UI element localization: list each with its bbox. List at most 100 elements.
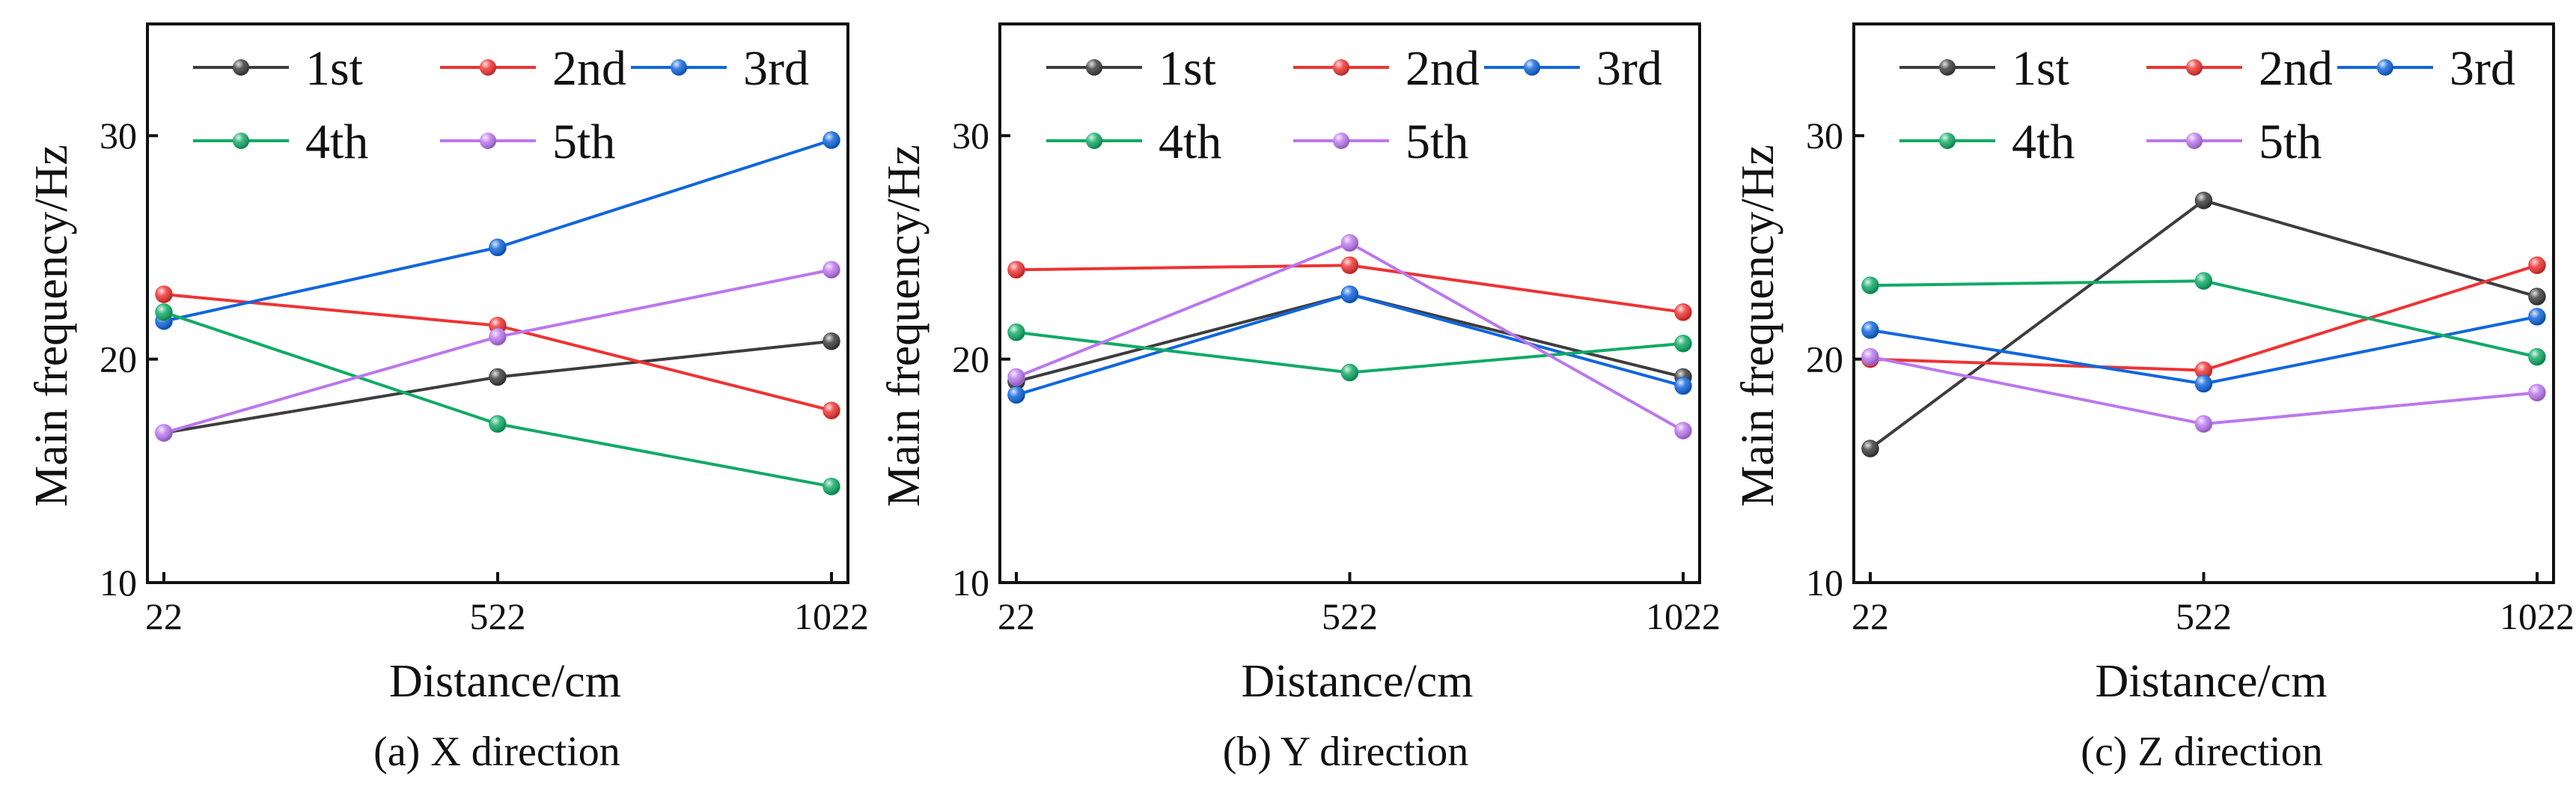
data-point-sheen — [2195, 416, 2212, 433]
y-tick-label: 20 — [1806, 338, 1843, 380]
legend-label: 5th — [552, 115, 615, 169]
data-point-sheen — [1862, 348, 1878, 365]
legend-marker-sheen — [1333, 59, 1349, 76]
panel-3: 10 20 30 22 522 1022 Distance/cm Main frequency… — [1733, 22, 2575, 775]
x-axis-title: Distance/cm — [1242, 656, 1474, 707]
data-point-sheen — [1341, 234, 1358, 252]
legend-item-2nd: 2nd — [1293, 41, 1480, 96]
y-tick-label: 20 — [100, 338, 137, 380]
data-point-sheen — [2195, 192, 2212, 209]
series-5th — [1861, 347, 2546, 433]
legend-marker-sheen — [671, 59, 687, 76]
data-point-sheen — [2529, 288, 2545, 306]
x-tick-label: 522 — [2176, 595, 2232, 637]
data-point-sheen — [823, 132, 840, 149]
y-tick-label: 10 — [100, 562, 137, 604]
legend-marker-sheen — [2377, 59, 2393, 76]
legend-label: 5th — [2259, 115, 2322, 169]
panel-caption: (a) X direction — [373, 729, 620, 775]
legend-marker-sheen — [233, 133, 249, 149]
legend: 1st 2nd 3rd 4th 5th — [193, 41, 809, 169]
panel-2: 10 20 30 22 522 1022 Distance/cm Main frequency… — [879, 22, 1721, 775]
x-tick-label: 1022 — [794, 595, 869, 637]
data-point-sheen — [156, 303, 172, 321]
y-axis-title: Main frequency/Hz — [1733, 145, 1783, 507]
legend-marker-sheen — [480, 133, 496, 149]
legend: 1st 2nd 3rd 4th 5th — [1046, 41, 1662, 169]
legend-label: 2nd — [2259, 41, 2333, 96]
data-point-sheen — [1008, 368, 1025, 386]
data-point-sheen — [489, 239, 506, 256]
legend-item-2nd: 2nd — [2146, 41, 2333, 96]
series-5th — [155, 261, 840, 442]
data-point-sheen — [1341, 286, 1358, 303]
legend-item-4th: 4th — [1046, 115, 1221, 169]
legend-marker-sheen — [2186, 133, 2203, 149]
legend-label: 4th — [2012, 115, 2075, 169]
data-point-sheen — [1008, 386, 1025, 404]
x-tick-label: 522 — [1322, 595, 1378, 637]
legend-marker-sheen — [1939, 133, 1956, 149]
series-1st — [1861, 191, 2546, 458]
plot-frame — [1852, 22, 2555, 584]
panel-caption: (c) Z direction — [2081, 729, 2322, 775]
legend-item-5th: 5th — [1293, 115, 1468, 169]
legend-marker-sheen — [1524, 59, 1540, 76]
data-point-sheen — [1341, 257, 1358, 274]
data-point-sheen — [1675, 335, 1691, 352]
data-point-sheen — [1862, 277, 1878, 294]
x-tick-label: 22 — [1852, 595, 1889, 637]
data-point-sheen — [1341, 364, 1358, 381]
legend-marker-sheen — [1086, 59, 1102, 76]
legend-label: 3rd — [1596, 41, 1662, 96]
y-tick-label: 30 — [1806, 115, 1843, 157]
series-5th — [1007, 234, 1692, 440]
x-tick-label: 1022 — [2500, 595, 2575, 637]
series-2nd — [1007, 256, 1692, 321]
data-point-sheen — [1675, 422, 1691, 440]
legend-label: 1st — [2012, 41, 2069, 96]
data-point-sheen — [2195, 273, 2212, 290]
legend-label: 3rd — [743, 41, 809, 96]
legend-marker-sheen — [233, 59, 249, 76]
panel-caption: (b) Y direction — [1223, 729, 1469, 775]
legend-item-3rd: 3rd — [631, 41, 809, 96]
data-point-sheen — [2195, 362, 2212, 379]
data-point-sheen — [823, 478, 840, 495]
data-point-sheen — [823, 261, 840, 279]
legend-label: 1st — [1159, 41, 1216, 96]
y-tick-label: 10 — [1806, 562, 1843, 604]
series-line-1st — [1869, 198, 2538, 450]
y-tick-label: 30 — [100, 115, 137, 157]
y-tick-label: 30 — [952, 115, 989, 157]
legend-marker-sheen — [1086, 133, 1102, 149]
data-point-sheen — [156, 425, 172, 442]
data-point-sheen — [1675, 303, 1691, 321]
y-axis-title: Main frequency/Hz — [26, 145, 77, 507]
legend-marker-sheen — [2186, 59, 2203, 76]
series-4th — [1007, 324, 1692, 382]
x-tick-label: 22 — [145, 595, 183, 637]
legend-item-5th: 5th — [440, 115, 615, 169]
y-tick-label: 10 — [952, 562, 989, 604]
legend-marker-sheen — [480, 59, 496, 76]
x-tick-label: 22 — [998, 595, 1035, 637]
data-point-sheen — [823, 402, 840, 419]
data-point-sheen — [2529, 348, 2545, 365]
legend-label: 1st — [305, 41, 363, 96]
legend-item-5th: 5th — [2146, 115, 2322, 169]
panel-1: 10 20 30 22 522 1022 Distance/cm Main frequency… — [26, 22, 869, 775]
data-point-sheen — [2529, 257, 2545, 274]
legend-item-2nd: 2nd — [440, 41, 626, 96]
legend-item-4th: 4th — [193, 115, 368, 169]
legend-item-1st: 1st — [193, 41, 363, 96]
data-point-sheen — [1862, 321, 1878, 338]
legend-item-4th: 4th — [1899, 115, 2075, 169]
series-3rd — [155, 131, 840, 330]
series-line-3rd — [163, 139, 832, 323]
data-point-sheen — [823, 332, 840, 350]
legend-item-3rd: 3rd — [1484, 41, 1662, 96]
y-axis-title: Main frequency/Hz — [879, 145, 930, 507]
plot-frame — [998, 22, 1701, 584]
